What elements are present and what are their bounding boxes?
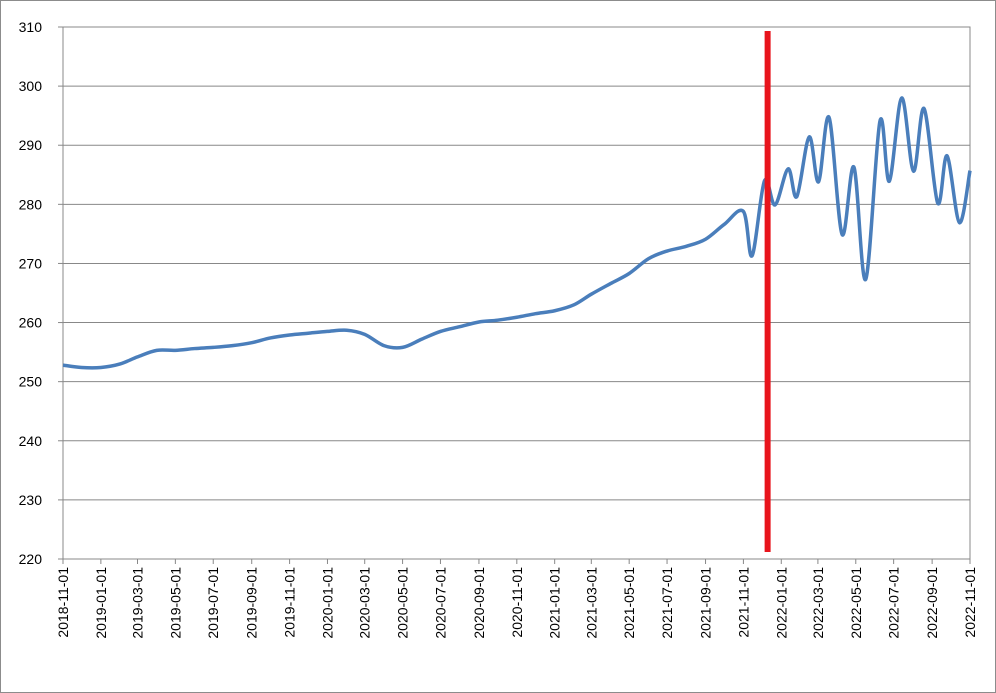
x-tick-label: 2021-01-01	[547, 567, 563, 639]
y-tick-label: 230	[19, 492, 43, 508]
x-tick-label: 2021-11-01	[735, 567, 751, 638]
y-tick-label: 220	[19, 551, 43, 567]
y-tick-label: 250	[19, 374, 43, 390]
x-tick-label: 2020-09-01	[471, 567, 487, 639]
x-tick-label: 2022-05-01	[848, 567, 864, 639]
x-tick-label: 2019-01-01	[93, 567, 109, 639]
y-tick-label: 310	[19, 19, 43, 35]
x-tick-label: 2019-07-01	[205, 567, 221, 639]
x-tick-label: 2019-11-01	[282, 567, 298, 638]
x-tick-label: 2019-09-01	[244, 567, 260, 639]
x-tick-label: 2020-07-01	[432, 567, 448, 639]
y-tick-label: 240	[19, 433, 43, 449]
x-tick-label: 2022-01-01	[773, 567, 789, 639]
x-tick-label: 2021-03-01	[583, 567, 599, 639]
x-tick-label: 2020-03-01	[357, 567, 373, 639]
x-tick-label: 2022-09-01	[924, 567, 940, 639]
x-tick-label: 2021-09-01	[698, 567, 714, 639]
y-tick-label: 260	[19, 315, 43, 331]
y-tick-label: 300	[19, 78, 43, 94]
line-series	[62, 96, 972, 370]
x-tick-label: 2020-01-01	[319, 567, 335, 639]
x-tick-label: 2020-11-01	[509, 567, 525, 638]
x-tick-label: 2021-07-01	[659, 567, 675, 639]
x-tick-label: 2020-05-01	[395, 567, 411, 639]
x-tick-label: 2019-03-01	[129, 567, 145, 639]
x-tick-label: 2018-11-01	[55, 567, 71, 638]
x-tick-label: 2019-05-01	[167, 567, 183, 639]
x-tick-label: 2022-11-01	[962, 567, 978, 638]
x-tick-label: 2021-05-01	[621, 567, 637, 639]
y-tick-label: 290	[19, 137, 43, 153]
x-tick-label: 2022-03-01	[810, 567, 826, 639]
y-tick-label: 270	[19, 255, 43, 271]
x-tick-label: 2022-07-01	[886, 567, 902, 639]
y-tick-label: 280	[19, 196, 43, 212]
